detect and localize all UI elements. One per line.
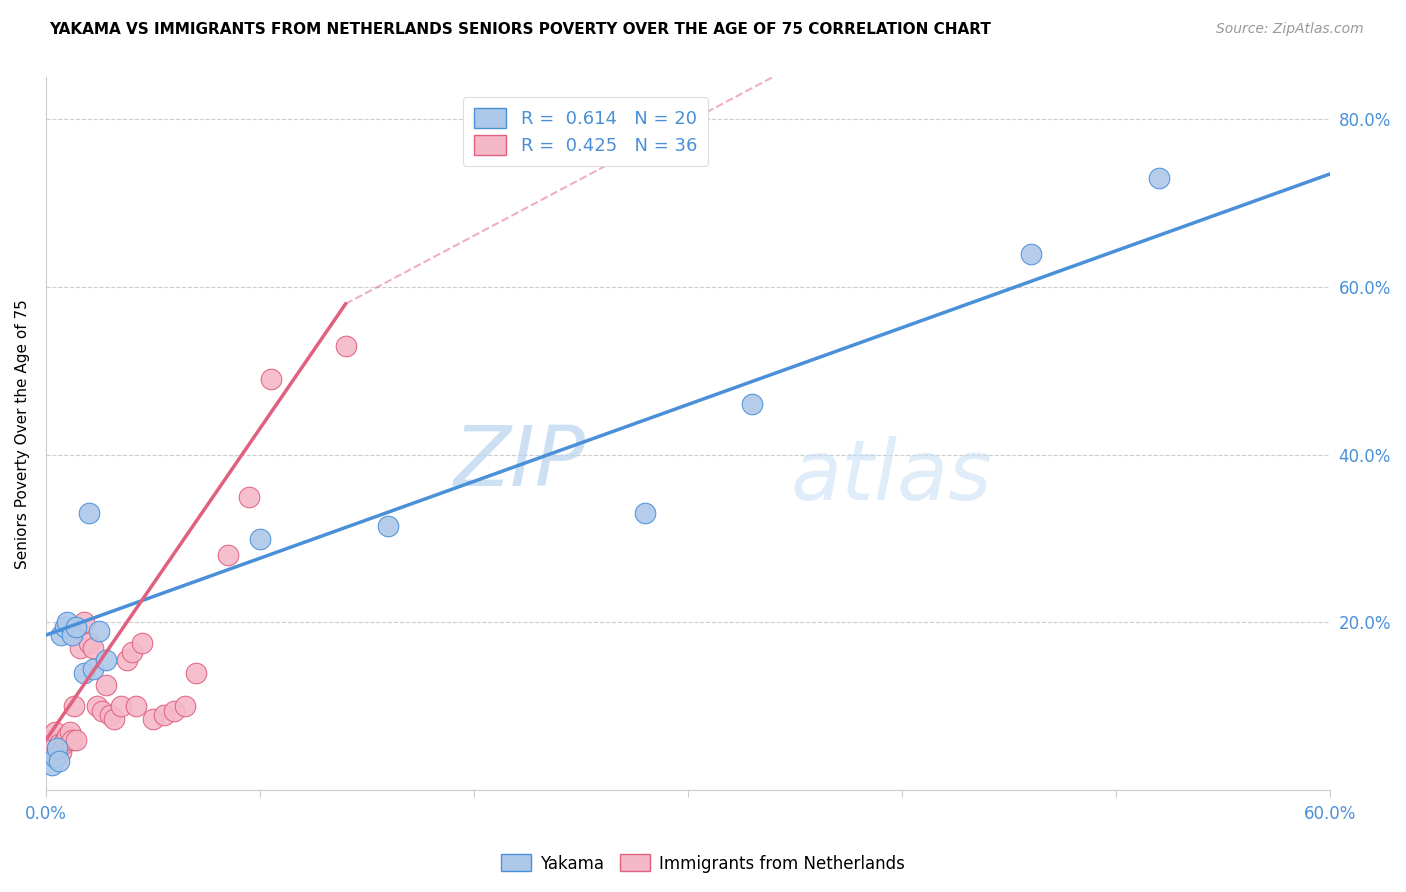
Point [131, 636, 153, 650]
Point [56, 615, 79, 630]
Text: YAKAMA VS IMMIGRANTS FROM NETHERLANDS SENIORS POVERTY OVER THE AGE OF 75 CORRELA: YAKAMA VS IMMIGRANTS FROM NETHERLANDS SE… [49, 22, 991, 37]
Point [238, 490, 260, 504]
Point [62, 699, 84, 714]
Point [142, 712, 165, 726]
Point [377, 519, 399, 533]
Point [49, 746, 72, 760]
Point [39, 741, 62, 756]
Point [163, 704, 186, 718]
Point [217, 549, 239, 563]
Point [48, 754, 70, 768]
Point [110, 699, 132, 714]
Point [56, 729, 79, 743]
Point [41, 758, 63, 772]
Point [58, 724, 80, 739]
Point [73, 615, 96, 630]
Point [48, 737, 70, 751]
Point [174, 699, 197, 714]
Point [125, 699, 148, 714]
Point [1147, 171, 1170, 186]
Point [52, 737, 75, 751]
Point [634, 507, 657, 521]
Point [73, 665, 96, 680]
Point [69, 640, 91, 655]
Point [184, 665, 207, 680]
Legend: Yakama, Immigrants from Netherlands: Yakama, Immigrants from Netherlands [495, 847, 911, 880]
Point [86, 699, 108, 714]
Point [1019, 246, 1042, 260]
Point [335, 339, 357, 353]
Point [121, 645, 143, 659]
Point [65, 732, 87, 747]
Point [60, 732, 83, 747]
Point [90, 704, 112, 718]
Point [260, 372, 283, 386]
Point [53, 732, 76, 747]
Point [94, 653, 117, 667]
Point [45, 749, 67, 764]
Text: Source: ZipAtlas.com: Source: ZipAtlas.com [1216, 22, 1364, 37]
Point [60, 628, 83, 642]
Point [65, 620, 87, 634]
Point [77, 636, 100, 650]
Y-axis label: Seniors Poverty Over the Age of 75: Seniors Poverty Over the Age of 75 [15, 299, 30, 569]
Point [44, 749, 66, 764]
Point [77, 507, 100, 521]
Point [89, 624, 111, 638]
Point [249, 532, 271, 546]
Legend: R =  0.614   N = 20, R =  0.425   N = 36: R = 0.614 N = 20, R = 0.425 N = 36 [463, 97, 707, 166]
Point [53, 620, 76, 634]
Point [44, 724, 66, 739]
Point [82, 640, 104, 655]
Point [45, 741, 67, 756]
Point [41, 732, 63, 747]
Point [94, 678, 117, 692]
Point [117, 653, 139, 667]
Text: ZIP: ZIP [453, 422, 585, 503]
Point [741, 397, 763, 411]
Point [152, 707, 174, 722]
Point [82, 662, 104, 676]
Point [98, 707, 121, 722]
Point [49, 628, 72, 642]
Text: atlas: atlas [790, 436, 993, 517]
Point [103, 712, 125, 726]
